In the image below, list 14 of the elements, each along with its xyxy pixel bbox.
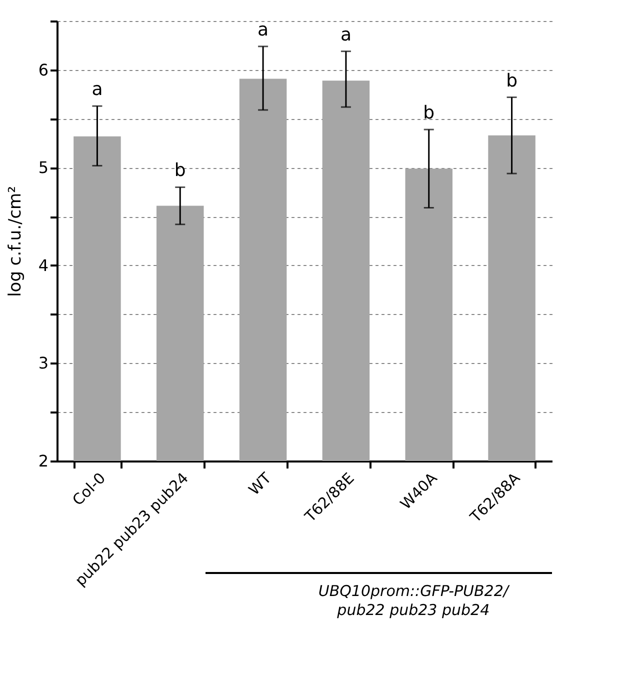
annotation: b	[423, 102, 435, 124]
text: UBQ10prom::GFP-PUB22/ pub22 pub23 pub24	[318, 582, 510, 619]
annotation: a	[92, 79, 103, 100]
y-tick-label: 2	[38, 452, 48, 470]
x-tick-label: WT	[245, 468, 276, 499]
y-tick-label: 4	[38, 256, 48, 275]
y-tick-label: 5	[38, 158, 48, 178]
y-tick-label: 3	[38, 354, 48, 373]
annotation: a	[340, 24, 352, 46]
y-tick-label: 6	[38, 60, 48, 80]
annotation: a	[258, 19, 269, 40]
annotation: b	[506, 70, 518, 92]
y-axis-title: log c.f.u./cm²	[5, 186, 26, 297]
annotation: b	[174, 160, 186, 182]
